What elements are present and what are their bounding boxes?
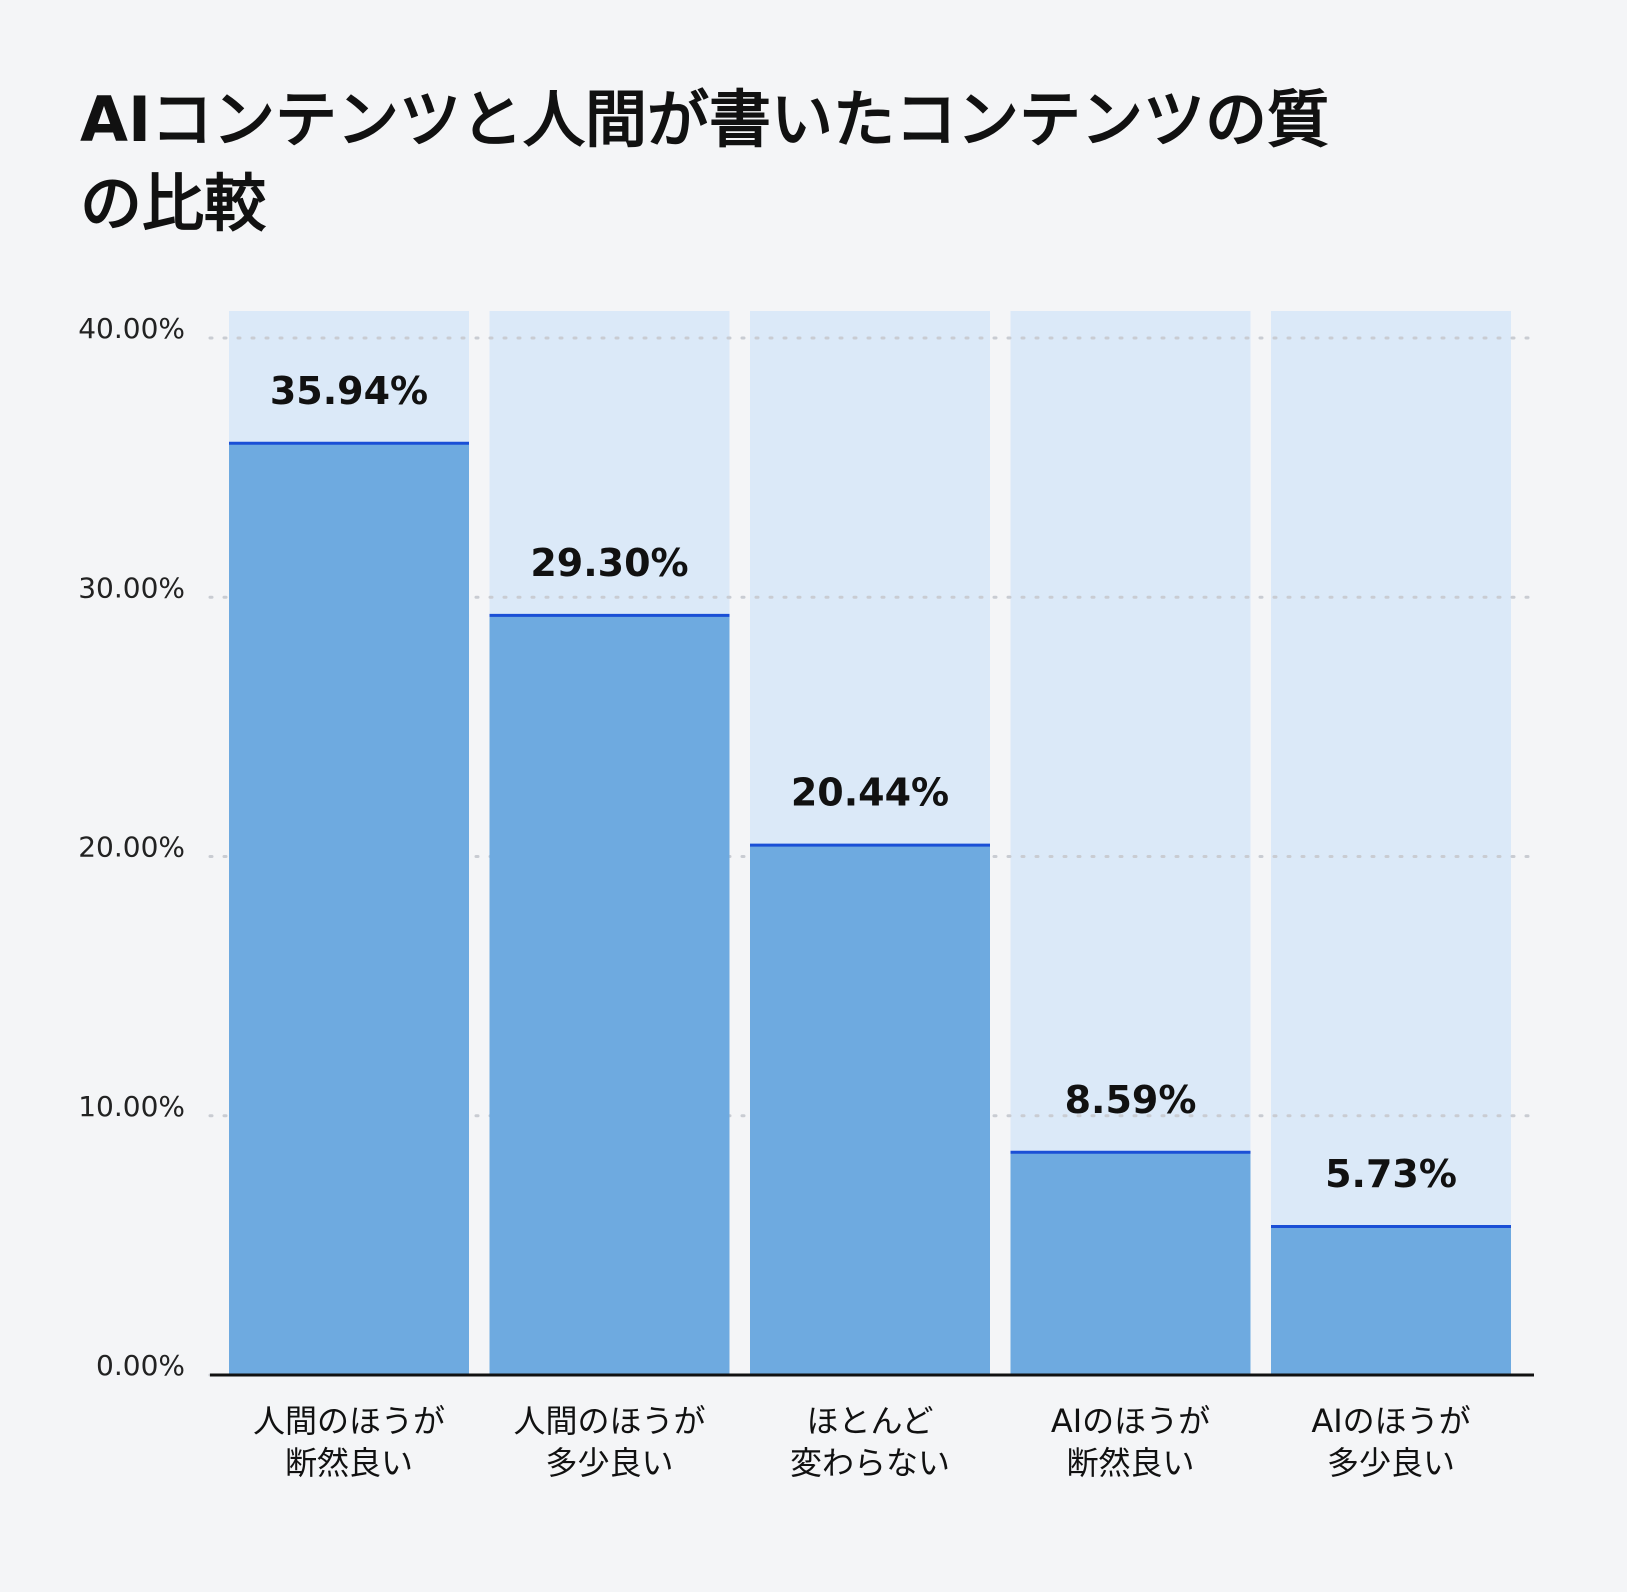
x-tick-label: 人間のほうが 断然良い bbox=[252, 1402, 445, 1482]
bar bbox=[1010, 1152, 1251, 1375]
value-label: 20.44% bbox=[791, 771, 949, 815]
y-tick-label: 10.00% bbox=[78, 1090, 185, 1123]
value-label: 5.73% bbox=[1325, 1152, 1457, 1196]
x-tick-label: ほとんど 変わらない bbox=[789, 1402, 950, 1482]
x-tick-label: AIのほうが 多少良い bbox=[1311, 1402, 1471, 1482]
value-label: 8.59% bbox=[1065, 1078, 1197, 1122]
bar bbox=[229, 443, 469, 1375]
value-label: 35.94% bbox=[270, 369, 428, 413]
bar-background bbox=[1271, 311, 1511, 1375]
y-tick-label: 20.00% bbox=[78, 831, 185, 864]
y-tick-label: 30.00% bbox=[78, 571, 185, 604]
x-tick-label: AIのほうが 断然良い bbox=[1050, 1402, 1211, 1482]
y-tick-label: 40.00% bbox=[78, 312, 185, 345]
chart-title: AIコンテンツと人間が書いたコンテンツの質の比較 bbox=[80, 83, 1330, 240]
bar bbox=[750, 845, 990, 1375]
bar bbox=[489, 615, 730, 1375]
bar bbox=[1271, 1226, 1511, 1375]
x-tick-label: 人間のほうが 多少良い bbox=[513, 1402, 706, 1482]
y-tick-label: 0.00% bbox=[96, 1349, 185, 1382]
value-label: 29.30% bbox=[530, 541, 688, 585]
